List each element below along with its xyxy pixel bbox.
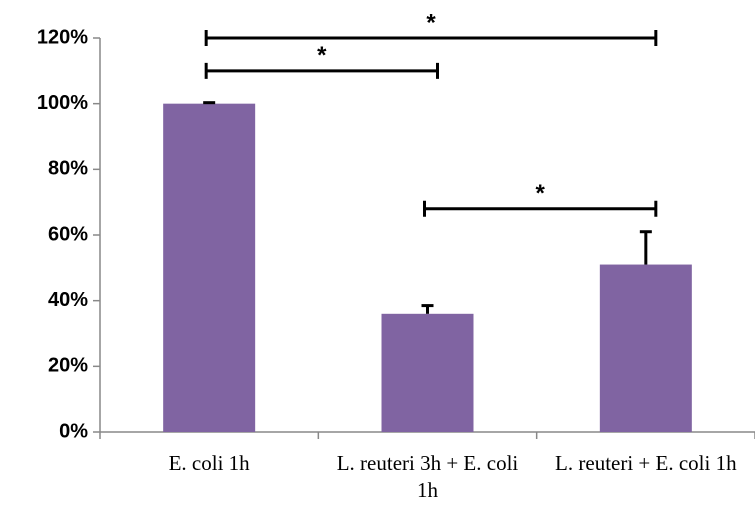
- error-bar: [203, 101, 216, 105]
- y-tick-label: 80%: [48, 158, 88, 180]
- x-tick-label: E. coli 1h: [168, 451, 250, 475]
- y-tick-label: 60%: [48, 223, 88, 245]
- bar: [599, 264, 692, 432]
- significance-bracket: [204, 62, 439, 79]
- y-tick-label: 100%: [37, 92, 88, 114]
- y-tick-label: 120%: [37, 26, 88, 48]
- significance-bracket: [423, 200, 658, 217]
- x-tick-label: L. reuteri 3h + E. coli 1h: [336, 451, 519, 502]
- y-tick-label: 20%: [48, 355, 88, 377]
- y-tick-label: 40%: [48, 289, 88, 311]
- significance-bracket: [204, 30, 658, 46]
- y-tick-label: 0%: [59, 420, 88, 442]
- error-bar: [421, 304, 434, 314]
- significance-label: *: [317, 42, 327, 69]
- x-tick-label: L. reuteri + E. coli 1h: [555, 451, 737, 475]
- error-bar: [639, 230, 652, 265]
- significance-label: *: [426, 9, 436, 36]
- significance-label: *: [535, 180, 545, 207]
- bar: [381, 313, 474, 432]
- bar: [163, 103, 256, 433]
